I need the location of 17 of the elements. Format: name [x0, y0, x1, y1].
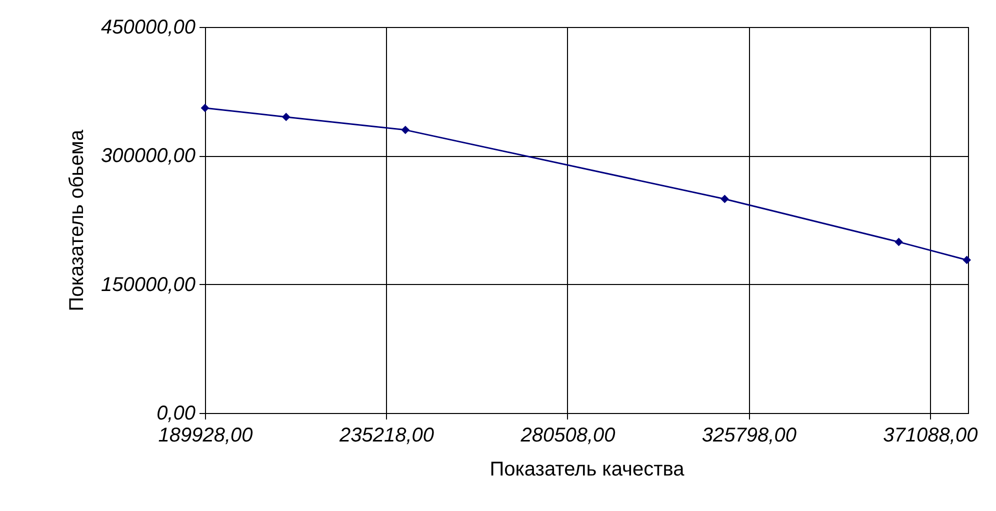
x-tick-label: 280508,00	[520, 424, 616, 446]
y-tick-label: 300000,00	[100, 145, 196, 168]
x-axis-title: Показатель качества	[490, 458, 686, 480]
point	[894, 238, 903, 246]
point	[401, 126, 410, 134]
x-tick-label: 235218,00	[338, 424, 434, 446]
y-axis-title: Показатель обьема	[66, 128, 88, 312]
point	[962, 256, 971, 264]
y-tick-label: 450000,00	[100, 16, 196, 38]
y-tick-label: 150000,00	[100, 274, 196, 296]
x-tick-label: 189928,00	[158, 424, 253, 446]
point	[282, 112, 290, 122]
point	[720, 194, 729, 204]
x-tick-label: 325798,00	[702, 424, 796, 446]
point	[200, 104, 210, 112]
y-tick-label: 0,00	[156, 402, 196, 424]
x-tick-label: 371088,00	[883, 424, 978, 446]
